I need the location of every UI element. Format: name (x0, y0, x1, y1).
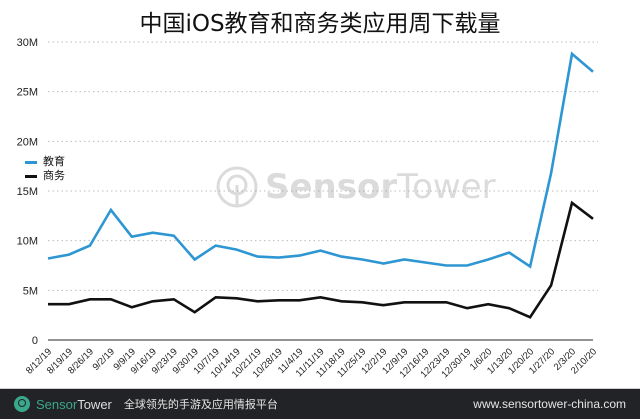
footer-brand-bold: Sensor (36, 396, 78, 412)
legend-label-business: 商务 (43, 169, 65, 182)
sensortower-footer-logo-icon (14, 396, 30, 412)
sensortower-logo-icon (216, 166, 258, 208)
y-tick-label: 15M (17, 186, 38, 198)
series-line-business (48, 200, 594, 319)
chart-legend: 教育 商务 (25, 155, 65, 183)
footer-url-link[interactable]: www.sensortower-china.com (473, 397, 626, 411)
watermark-brand-bold: Sensor (265, 167, 398, 207)
footer-brand-light: Tower (77, 396, 112, 412)
y-tick-label: 0 (32, 335, 38, 347)
chart-title: 中国iOS教育和商务类应用周下载量 (139, 11, 501, 37)
y-tick-label: 10M (17, 236, 38, 248)
y-tick-label: 30M (17, 37, 38, 49)
legend-item-education: 教育 (25, 155, 65, 169)
footer-bar: SensorTower 全球领先的手游及应用情报平台 www.sensortow… (0, 389, 640, 419)
footer-tagline: 全球领先的手游及应用情报平台 (123, 398, 278, 411)
legend-swatch-business (25, 174, 37, 178)
x-tick-label: 9/2/19 (91, 346, 117, 372)
legend-swatch-education (25, 160, 37, 164)
sensortower-watermark: SensorTower (215, 165, 496, 209)
y-tick-label: 5M (23, 285, 38, 297)
y-tick-label: 25M (17, 87, 38, 99)
legend-label-education: 教育 (43, 155, 65, 168)
footer-divider (0, 388, 640, 389)
footer-brand: SensorTower (36, 397, 112, 412)
watermark-brand-light: Tower (397, 167, 496, 207)
y-tick-label: 20M (17, 136, 38, 148)
line-chart: 05M10M15M20M25M30M8/12/198/19/198/26/199… (17, 37, 600, 380)
series-line-education (47, 51, 594, 269)
legend-item-business: 商务 (25, 169, 65, 183)
